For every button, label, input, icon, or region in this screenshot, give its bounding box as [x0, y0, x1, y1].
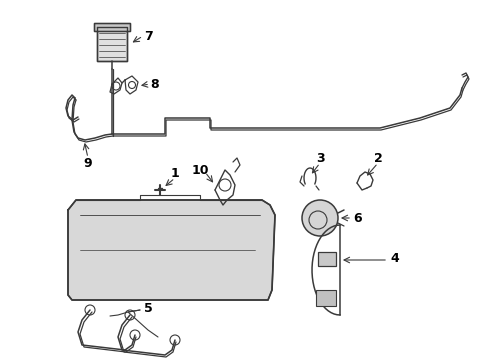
Text: 1: 1: [171, 166, 179, 180]
Text: 7: 7: [144, 30, 152, 42]
Text: 9: 9: [84, 157, 92, 170]
Polygon shape: [97, 27, 127, 61]
Text: 10: 10: [191, 163, 209, 176]
Text: 4: 4: [391, 252, 399, 265]
Polygon shape: [68, 200, 275, 300]
Bar: [318, 252, 336, 266]
Circle shape: [302, 200, 338, 236]
Polygon shape: [94, 23, 130, 31]
Text: 8: 8: [151, 77, 159, 90]
Text: 5: 5: [144, 302, 152, 315]
Bar: [316, 290, 336, 306]
Text: 2: 2: [374, 152, 382, 165]
Text: 6: 6: [354, 212, 362, 225]
Text: 3: 3: [316, 152, 324, 165]
